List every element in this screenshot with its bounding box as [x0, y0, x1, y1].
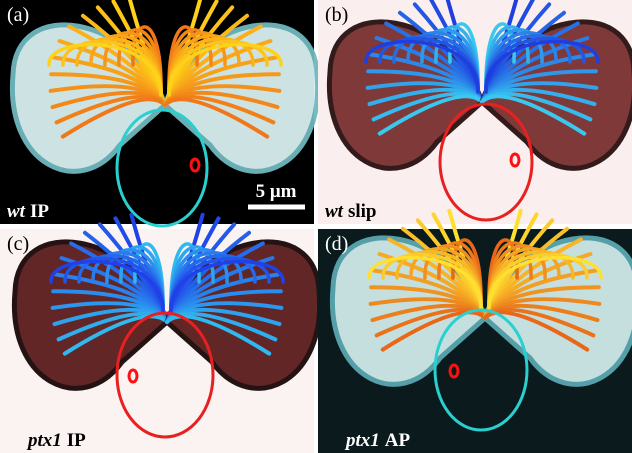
genotype: ptx1: [26, 430, 62, 451]
fiber-arc: [167, 42, 283, 97]
fiber-arc: [364, 39, 480, 94]
fiber: [60, 97, 167, 139]
fiber-arc: [487, 255, 603, 310]
fiber: [483, 310, 590, 352]
fiber-arc: [47, 42, 163, 97]
red-marker: [189, 157, 201, 173]
panel-label: (a): [7, 4, 29, 26]
red-marker: [509, 152, 521, 168]
red-marker: [127, 368, 139, 384]
panel: (d) ptx1 AP: [318, 208, 632, 453]
fiber-arc: [169, 259, 285, 314]
panel: (a) wt IP 5 μm: [0, 0, 321, 228]
nucleus-outline: [438, 102, 534, 222]
panel-caption: ptx1 AP: [344, 430, 411, 451]
fiber: [165, 314, 272, 356]
nucleus-outline: [115, 108, 209, 228]
panel: (b) wt slip: [318, 0, 632, 224]
panel-label: (c): [7, 233, 29, 255]
genotype: ptx1: [344, 430, 380, 451]
condition: IP: [30, 201, 49, 222]
fiber: [480, 94, 587, 136]
fiber: [163, 97, 270, 139]
panel-caption: wt slip: [325, 201, 376, 222]
panel-label: (d): [325, 233, 348, 255]
genotype: wt: [325, 201, 344, 222]
panel-caption: wt IP: [7, 201, 49, 222]
fiber: [380, 310, 487, 352]
fiber: [377, 94, 484, 136]
fiber-arc: [367, 255, 483, 310]
condition: IP: [67, 430, 86, 451]
scale-bar-label: 5 μm: [256, 181, 297, 202]
panel-label: (b): [325, 4, 348, 26]
panel-caption: ptx1 IP: [26, 430, 86, 451]
fiber: [62, 314, 169, 356]
fiber-arc: [484, 39, 600, 94]
nucleus-outline: [433, 308, 529, 432]
fiber-arc: [49, 259, 165, 314]
nucleus-outline: [115, 311, 215, 439]
red-marker: [448, 363, 460, 379]
genotype: wt: [7, 201, 26, 222]
condition: slip: [348, 201, 377, 222]
panel: (c) ptx1 IP: [0, 212, 323, 453]
condition: AP: [385, 430, 411, 451]
